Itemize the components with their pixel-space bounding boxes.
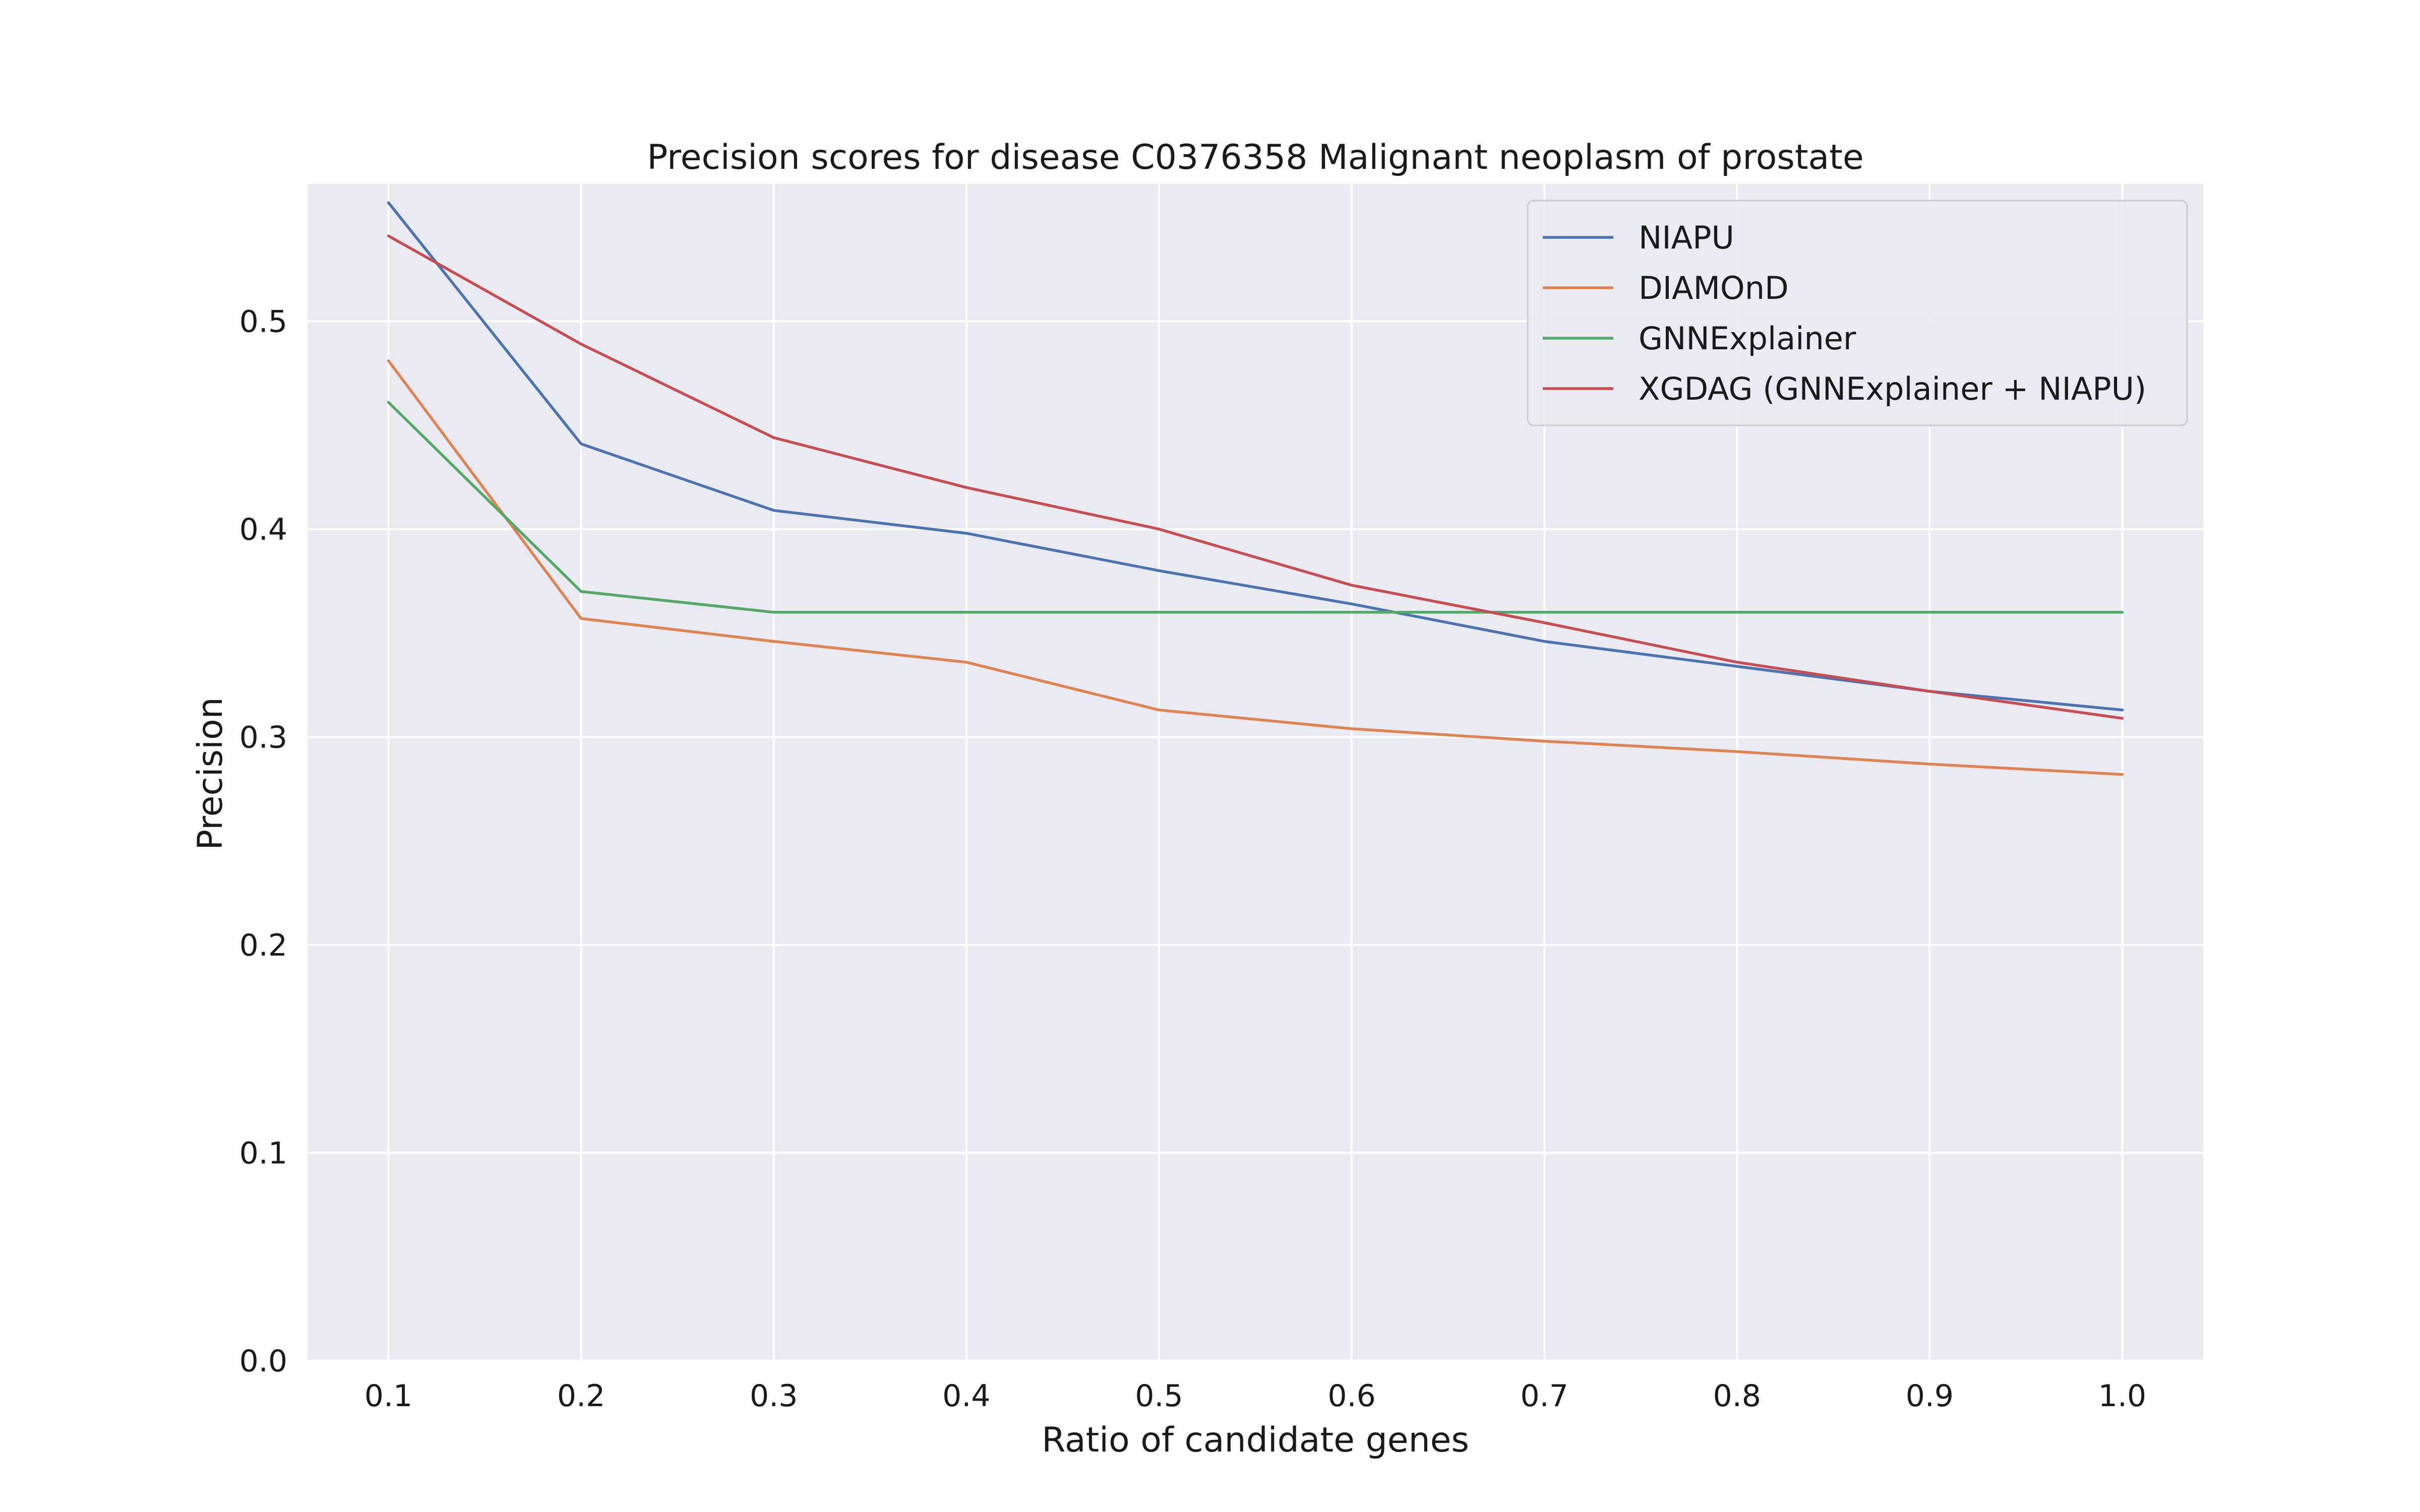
y-tick-label: 0.4: [239, 512, 287, 547]
legend-label-diamond: DIAMOnD: [1639, 270, 1789, 306]
y-tick-label: 0.1: [239, 1136, 287, 1171]
legend-label-xgdag-gnnexplainer-niapu: XGDAG (GNNExplainer + NIAPU): [1639, 370, 2146, 407]
series-line-diamond: [387, 359, 2124, 776]
tick-labels: 0.1 0.2 0.3 0.4 0.5 0.6 0.7 0.8 0.9 1.0 0.0 0.1 0.2 0…: [239, 304, 2147, 1414]
x-tick-label: 0.2: [557, 1378, 605, 1414]
series-line-niapu: [387, 201, 2124, 712]
y-tick-label: 0.3: [239, 720, 287, 755]
y-axis-label: Precision: [191, 697, 230, 850]
x-axis-label: Ratio of candidate genes: [1042, 1420, 1469, 1460]
y-tick-label: 0.0: [239, 1344, 287, 1379]
legend-label-niapu: NIAPU: [1639, 219, 1734, 256]
x-tick-label: 0.7: [1520, 1378, 1568, 1414]
x-tick-label: 0.6: [1327, 1378, 1375, 1414]
y-tick-label: 0.5: [239, 304, 287, 339]
chart-title: Precision scores for disease C0376358 Ma…: [647, 138, 1863, 177]
series-line-xgdag-gnnexplainer-niapu: [387, 234, 2124, 720]
x-tick-label: 0.8: [1713, 1378, 1761, 1414]
x-tick-label: 1.0: [2098, 1378, 2146, 1414]
y-tick-label: 0.2: [239, 928, 287, 963]
legend-frame: [1527, 200, 2188, 426]
legend: NIAPU DIAMOnD GNNExplainer XGDAG (GNNExplai…: [1527, 200, 2188, 426]
legend-label-gnnexplainer: GNNExplainer: [1639, 320, 1856, 357]
x-tick-label: 0.9: [1906, 1378, 1954, 1414]
x-tick-label: 0.4: [942, 1378, 990, 1414]
series-lines: [387, 201, 2124, 776]
x-tick-label: 0.3: [750, 1378, 798, 1414]
series-line-gnnexplainer: [387, 401, 2124, 614]
x-tick-label: 0.1: [365, 1378, 412, 1414]
x-tick-label: 0.5: [1135, 1378, 1183, 1414]
